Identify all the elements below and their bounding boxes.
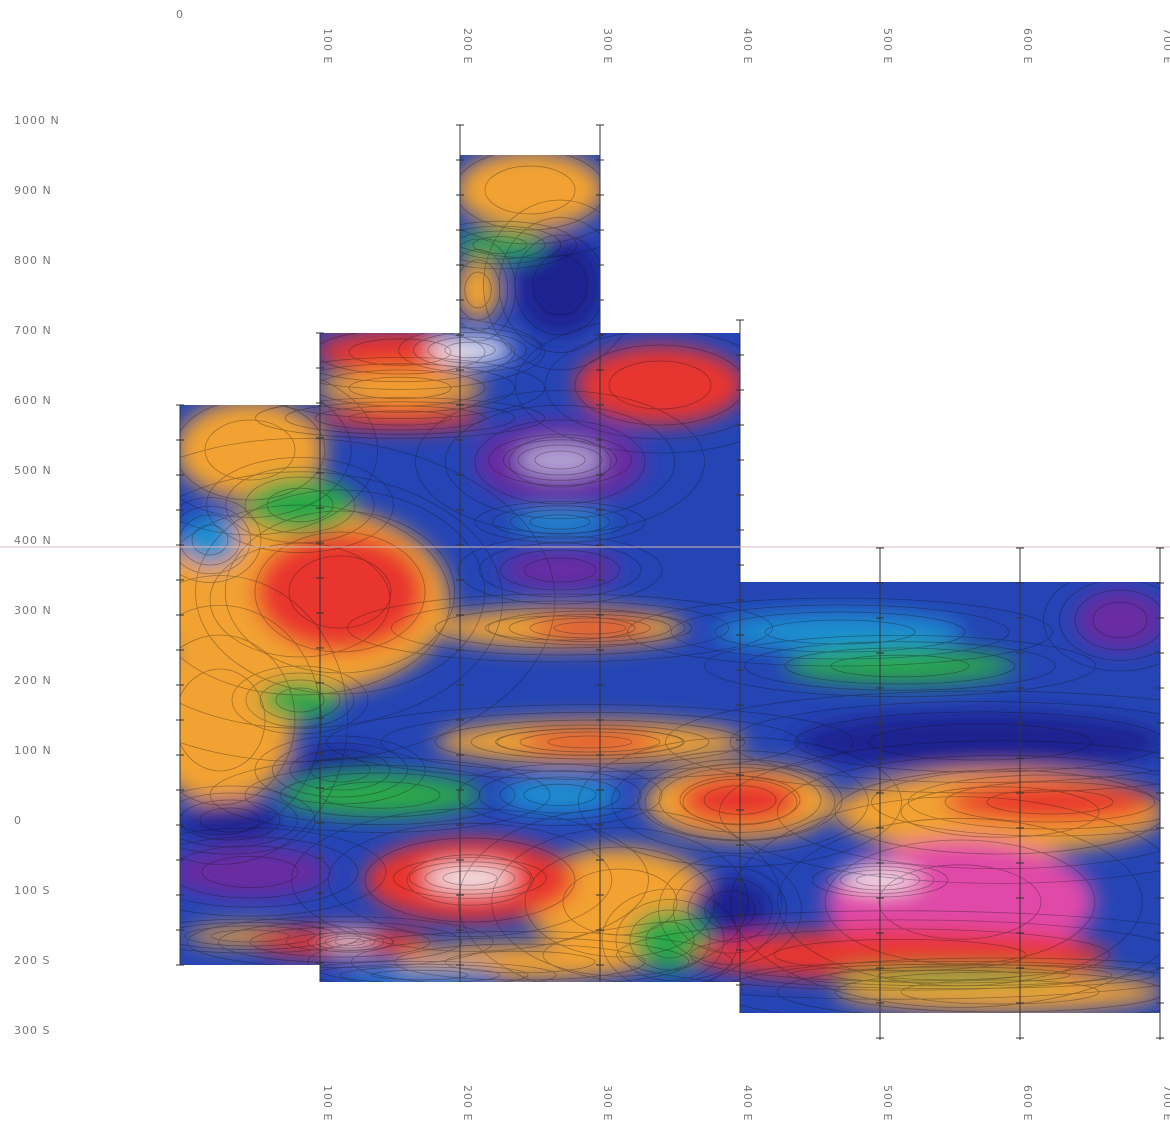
easting-label-bottom: 400 E — [741, 1085, 754, 1121]
northing-label: 1000 N — [14, 114, 60, 127]
easting-label-bottom: 600 E — [1021, 1085, 1034, 1121]
northing-label: 0 — [14, 814, 22, 827]
easting-label-top: 700 E — [1161, 28, 1170, 64]
origin-label: 0 — [176, 8, 184, 21]
easting-label-top: 400 E — [741, 28, 754, 64]
easting-label-top: 600 E — [1021, 28, 1034, 64]
easting-label-bottom: 200 E — [461, 1085, 474, 1121]
northing-label: 100 N — [14, 744, 52, 757]
easting-label-bottom: 700 E — [1161, 1085, 1170, 1121]
easting-label-top: 100 E — [321, 28, 334, 64]
northing-label: 600 N — [14, 394, 52, 407]
easting-label-bottom: 300 E — [601, 1085, 614, 1121]
anomaly — [145, 635, 295, 805]
easting-label-top: 300 E — [601, 28, 614, 64]
northing-label: 100 S — [14, 884, 50, 897]
anomaly — [795, 712, 1165, 772]
contour-field — [45, 122, 1170, 1040]
northing-label: 300 S — [14, 1024, 50, 1037]
easting-label-bottom: 500 E — [881, 1085, 894, 1121]
easting-label-bottom: 100 E — [321, 1085, 334, 1121]
northing-label: 300 N — [14, 604, 52, 617]
northing-label: 700 N — [14, 324, 52, 337]
northing-label: 400 N — [14, 534, 52, 547]
northing-label: 900 N — [14, 184, 52, 197]
northing-label: 800 N — [14, 254, 52, 267]
easting-label-top: 500 E — [881, 28, 894, 64]
anomaly — [455, 150, 605, 230]
northing-label: 200 N — [14, 674, 52, 687]
anomaly — [255, 532, 425, 652]
northing-label: 500 N — [14, 464, 52, 477]
northing-label: 200 S — [14, 954, 50, 967]
easting-label-top: 200 E — [461, 28, 474, 64]
